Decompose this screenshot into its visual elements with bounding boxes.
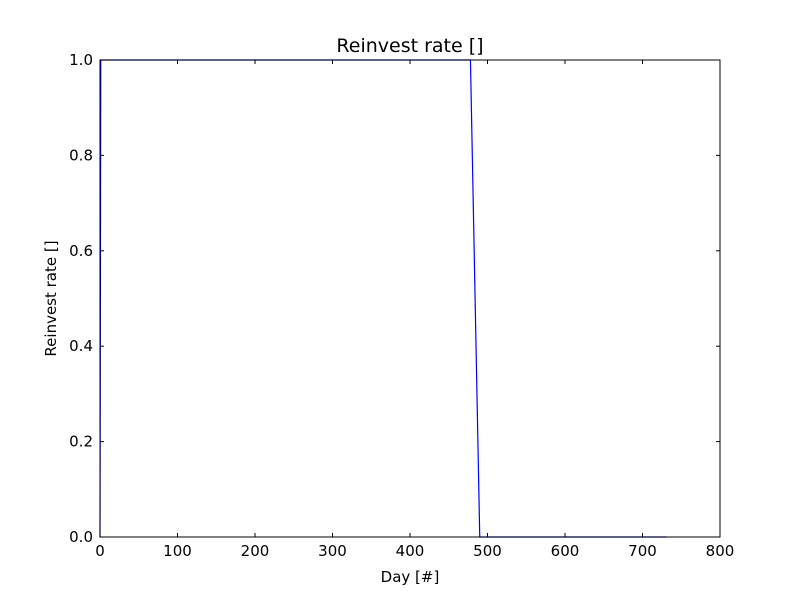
y-tick-label: 1.0 <box>69 51 93 69</box>
y-axis-label: Reinvest rate [] <box>42 240 60 356</box>
ticks <box>99 59 721 538</box>
chart-title: Reinvest rate [] <box>336 35 483 57</box>
x-tick-label: 0 <box>95 542 105 560</box>
x-axis-label: Day [#] <box>381 568 440 586</box>
x-tick-label: 700 <box>628 542 657 560</box>
x-tick-label: 600 <box>551 542 580 560</box>
x-tick-label: 800 <box>706 542 735 560</box>
y-tick-label: 0.6 <box>69 242 93 260</box>
series <box>99 59 667 538</box>
y-tick-label: 0.4 <box>69 337 93 355</box>
y-tick-label: 0.0 <box>69 528 93 546</box>
y-tick-label: 0.2 <box>69 433 93 451</box>
x-tick-label: 400 <box>396 542 425 560</box>
axes-frame <box>99 59 721 538</box>
x-tick-label: 200 <box>241 542 270 560</box>
series-line <box>99 59 667 538</box>
x-tick-label: 100 <box>163 542 192 560</box>
tick-labels: 0 100 200 300 400 500 600 700 800 0.0 0.2 0.4 0.6 0.8… <box>69 51 734 560</box>
x-tick-label: 500 <box>473 542 502 560</box>
y-tick-label: 0.8 <box>69 146 93 164</box>
x-tick-label: 300 <box>318 542 347 560</box>
